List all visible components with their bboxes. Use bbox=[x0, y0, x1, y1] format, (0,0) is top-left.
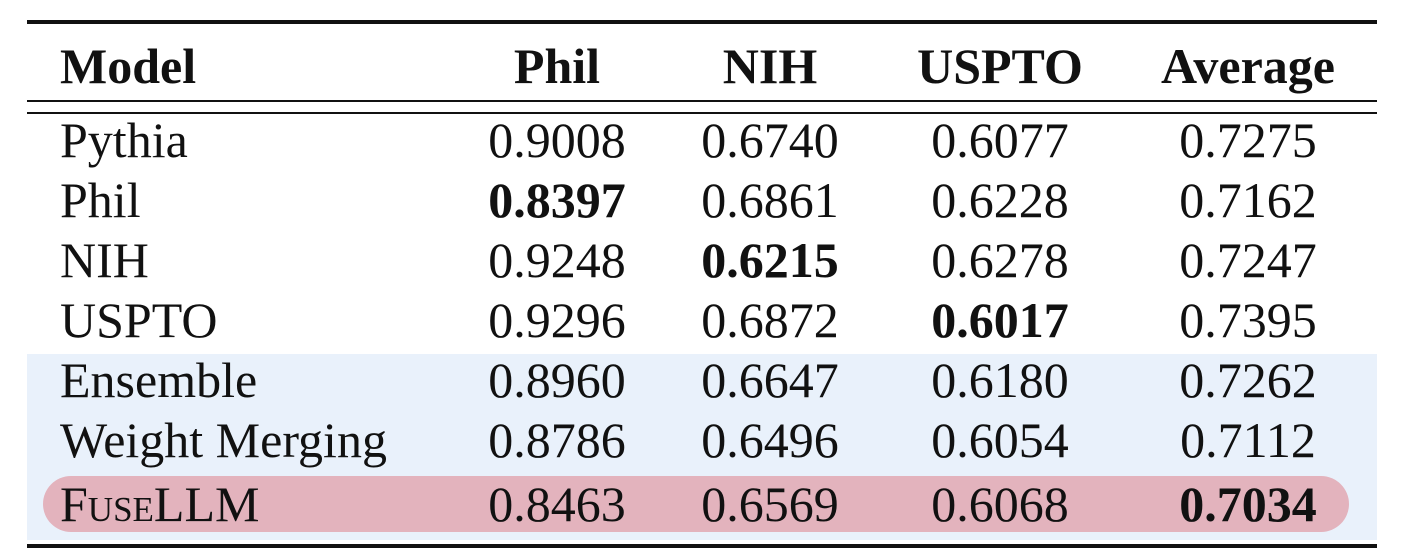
cell-average: 0.7247 bbox=[1179, 232, 1317, 288]
row-model: Ensemble bbox=[60, 352, 258, 408]
table-row-phil: Phil 0.8397 0.6861 0.6228 0.7162 bbox=[27, 170, 1377, 230]
cell-uspto: 0.6077 bbox=[931, 112, 1069, 168]
table-row-ensemble: Ensemble 0.8960 0.6647 0.6180 0.7262 bbox=[27, 350, 1377, 410]
cell-average-best: 0.7034 bbox=[1179, 476, 1317, 532]
row-model: NIH bbox=[60, 232, 149, 288]
cell-uspto: 0.6054 bbox=[931, 412, 1069, 468]
cell-nih: 0.6740 bbox=[701, 112, 839, 168]
cell-phil: 0.8960 bbox=[488, 352, 626, 408]
cell-average: 0.7395 bbox=[1179, 292, 1317, 348]
row-model: Pythia bbox=[60, 112, 188, 168]
cell-nih: 0.6861 bbox=[701, 172, 839, 228]
cell-average: 0.7262 bbox=[1179, 352, 1317, 408]
table-row-weight-merging: Weight Merging 0.8786 0.6496 0.6054 0.71… bbox=[27, 410, 1377, 470]
top-rule bbox=[27, 20, 1377, 24]
header-model: Model bbox=[60, 38, 197, 94]
row-model: Weight Merging bbox=[60, 412, 387, 468]
table-row-pythia: Pythia 0.9008 0.6740 0.6077 0.7275 bbox=[27, 110, 1377, 170]
table-row-uspto: USPTO 0.9296 0.6872 0.6017 0.7395 bbox=[27, 290, 1377, 350]
cell-nih: 0.6872 bbox=[701, 292, 839, 348]
row-model: FuseLLM bbox=[60, 476, 260, 532]
table-row-nih: NIH 0.9248 0.6215 0.6278 0.7247 bbox=[27, 230, 1377, 290]
cell-average: 0.7162 bbox=[1179, 172, 1317, 228]
cell-phil: 0.9296 bbox=[488, 292, 626, 348]
cell-phil: 0.8786 bbox=[488, 412, 626, 468]
cell-phil-best: 0.8397 bbox=[488, 172, 626, 228]
header-average: Average bbox=[1161, 38, 1335, 94]
cell-nih-best: 0.6215 bbox=[701, 232, 839, 288]
bottom-rule bbox=[27, 544, 1377, 548]
header-nih: NIH bbox=[722, 38, 818, 94]
cell-average: 0.7275 bbox=[1179, 112, 1317, 168]
cell-phil: 0.9248 bbox=[488, 232, 626, 288]
cell-nih: 0.6647 bbox=[701, 352, 839, 408]
cell-uspto-best: 0.6017 bbox=[931, 292, 1069, 348]
cell-average: 0.7112 bbox=[1180, 412, 1316, 468]
row-model: Phil bbox=[60, 172, 141, 228]
row-model: USPTO bbox=[60, 292, 218, 348]
cell-phil: 0.9008 bbox=[488, 112, 626, 168]
table-row-fusellm: FuseLLM 0.8463 0.6569 0.6068 0.7034 bbox=[27, 474, 1377, 534]
header-rule-lower bbox=[27, 112, 1377, 114]
cell-nih: 0.6496 bbox=[701, 412, 839, 468]
cell-phil: 0.8463 bbox=[488, 476, 626, 532]
header-phil: Phil bbox=[513, 38, 601, 94]
cell-uspto: 0.6180 bbox=[931, 352, 1069, 408]
header-rule-upper bbox=[27, 100, 1377, 102]
cell-uspto: 0.6228 bbox=[931, 172, 1069, 228]
cell-uspto: 0.6278 bbox=[931, 232, 1069, 288]
cell-uspto: 0.6068 bbox=[931, 476, 1069, 532]
fusellm-row-highlight bbox=[43, 476, 1349, 532]
cell-nih: 0.6569 bbox=[701, 476, 839, 532]
header-row: Model Phil NIH USPTO Average bbox=[27, 36, 1377, 96]
header-uspto: USPTO bbox=[917, 38, 1083, 94]
results-table: Model Phil NIH USPTO Average Pythia 0.90… bbox=[27, 20, 1377, 550]
